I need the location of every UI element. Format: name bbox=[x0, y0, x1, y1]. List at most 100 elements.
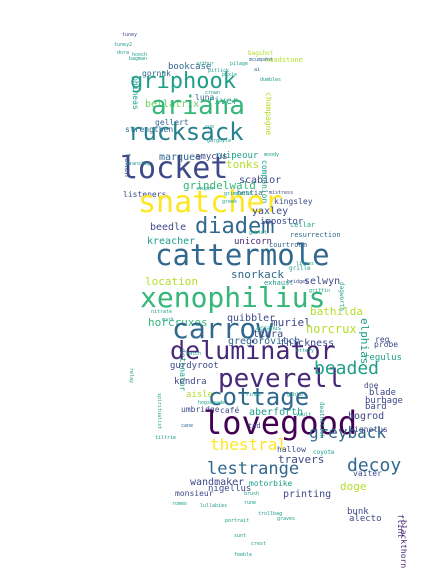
word-pixie: pixie bbox=[222, 72, 237, 78]
word-deathstick: deathstick bbox=[318, 402, 325, 439]
word-decoy: decoy bbox=[347, 455, 401, 476]
word-hatch: hatch bbox=[186, 351, 201, 357]
word-brush: brush bbox=[244, 491, 259, 497]
word-cane: cane bbox=[181, 423, 193, 429]
word-spiritualist: spiritualist bbox=[156, 393, 162, 429]
word-ai: ai bbox=[254, 67, 260, 73]
word-bagshot: bagshot bbox=[248, 50, 274, 57]
word-pilage: pilage bbox=[230, 61, 248, 67]
word-lestrange: lestrange bbox=[207, 459, 299, 479]
word-cattermole: cattermole bbox=[155, 238, 330, 272]
word-headstone: headstone bbox=[265, 56, 303, 64]
word-kendra: kendra bbox=[174, 377, 207, 387]
word-transfig: transfig bbox=[126, 161, 150, 167]
word-scabior: scabior bbox=[239, 175, 281, 186]
word-grimmauld: grimmauld bbox=[224, 191, 251, 197]
word-lilies: lilies bbox=[296, 261, 314, 267]
word-flint: flint bbox=[396, 514, 405, 538]
word-blade: blade bbox=[369, 388, 396, 398]
word-greek: greek bbox=[222, 199, 237, 205]
word-resurrection: resurrection bbox=[290, 231, 341, 239]
word-blackthorn: blackthorn bbox=[399, 520, 408, 568]
word-beaded: beaded bbox=[314, 358, 379, 379]
word-peverell: peverell bbox=[218, 364, 343, 394]
word-sunt: sunt bbox=[234, 533, 246, 539]
word-stupor: stupor bbox=[196, 186, 214, 192]
word-travers: travers bbox=[278, 453, 324, 466]
word-bard: bard bbox=[365, 402, 387, 412]
word-champagne: champagne bbox=[264, 92, 273, 136]
word-cellar: cellar bbox=[290, 221, 315, 229]
word-doge: doge bbox=[340, 480, 367, 493]
word-grille: grille bbox=[289, 265, 311, 272]
word-arthur: arthur bbox=[196, 61, 214, 67]
word-kingsley: kingsley bbox=[274, 197, 313, 206]
word-impostor: impostor bbox=[260, 217, 304, 227]
word-unicorn: unicorn bbox=[234, 237, 272, 247]
word-quibbler: quibbler bbox=[227, 313, 275, 324]
word-thestral: thestral bbox=[210, 435, 287, 454]
word-reg: reg bbox=[375, 335, 390, 344]
word-token: token bbox=[123, 153, 132, 177]
word-rucksack: rucksack bbox=[128, 118, 244, 146]
word-tiltrie: tiltrie bbox=[155, 435, 176, 441]
word-muriel: muriel bbox=[271, 316, 311, 329]
word-griffin: griffin bbox=[309, 288, 330, 294]
word-strengthen: strengthen bbox=[125, 125, 173, 134]
word-river: river bbox=[208, 96, 238, 107]
word-mistress: mistress bbox=[269, 190, 293, 196]
word-probe: probe bbox=[374, 340, 398, 349]
word-monsieur: monsieur bbox=[175, 489, 214, 498]
word-vaiter: vaiter bbox=[353, 469, 382, 478]
word-tiara: tiara bbox=[253, 329, 283, 340]
word-vault: vault bbox=[296, 412, 311, 418]
word-exhaust: exhaust bbox=[264, 279, 294, 287]
word-gellert: gellert bbox=[155, 118, 189, 127]
word-deluminator: deluminator bbox=[170, 336, 336, 365]
word-motorbike: motorbike bbox=[249, 479, 293, 488]
word-lovegood: lovegood bbox=[203, 404, 357, 442]
word-mark: mark bbox=[162, 317, 174, 323]
word-alecto: alecto bbox=[349, 514, 382, 524]
word-xenophilius: xenophilius bbox=[140, 281, 325, 314]
word-gargoyle: gargoyle bbox=[207, 138, 231, 144]
word-dora: dora bbox=[117, 50, 129, 56]
word-portrait: portrait bbox=[225, 518, 249, 524]
word-tonks: tonks bbox=[226, 158, 259, 171]
word-gregorovitch: gregorovitch bbox=[228, 336, 300, 347]
word-bagman: bagman bbox=[129, 56, 147, 62]
word-ariana: ariana bbox=[151, 91, 245, 121]
word-graves: graves bbox=[277, 516, 295, 522]
word-coyote: coyote bbox=[313, 449, 335, 456]
word-hogsmeade: hogsmeade bbox=[198, 400, 225, 406]
word-horcrux: horcrux bbox=[306, 322, 357, 336]
word-marquee: marquee bbox=[159, 152, 201, 163]
word-horcruxes: horcruxes bbox=[148, 316, 208, 329]
word-courtroom: courtroom bbox=[269, 241, 307, 249]
word-crest: crest bbox=[251, 541, 266, 547]
word-selwyn: selwyn bbox=[304, 276, 340, 287]
word-lullabies: lullabies bbox=[200, 503, 227, 509]
word-feeble: feeble bbox=[234, 552, 252, 558]
word-tuney2: tuney2 bbox=[114, 42, 132, 48]
word-wandmaker: wandmaker bbox=[190, 477, 244, 488]
word-hallow: hallow bbox=[277, 445, 306, 454]
word-ignotus: ignotus bbox=[354, 425, 388, 434]
word-yaxley: yaxley bbox=[252, 206, 288, 217]
word-rune: rune bbox=[244, 500, 256, 506]
word-cottage: cottage bbox=[208, 383, 309, 411]
word-gornuk: gornuk bbox=[142, 69, 171, 78]
word-crown: crown bbox=[205, 90, 220, 96]
word-locket: locket bbox=[120, 151, 228, 186]
word-goblin: goblin bbox=[287, 392, 305, 398]
word-griphook: griphook bbox=[130, 69, 236, 94]
word-luna: luna bbox=[195, 93, 214, 102]
word-detonator: detonator bbox=[178, 348, 187, 392]
word-printing: printing bbox=[283, 489, 331, 500]
word-kreacher: kreacher bbox=[147, 236, 195, 247]
word-goblet: goblet bbox=[249, 230, 267, 236]
word-ruipeour: ruipeour bbox=[215, 151, 259, 161]
word-bellatrix: bellatrix bbox=[145, 99, 199, 110]
word-carrow: carrow bbox=[172, 312, 273, 345]
